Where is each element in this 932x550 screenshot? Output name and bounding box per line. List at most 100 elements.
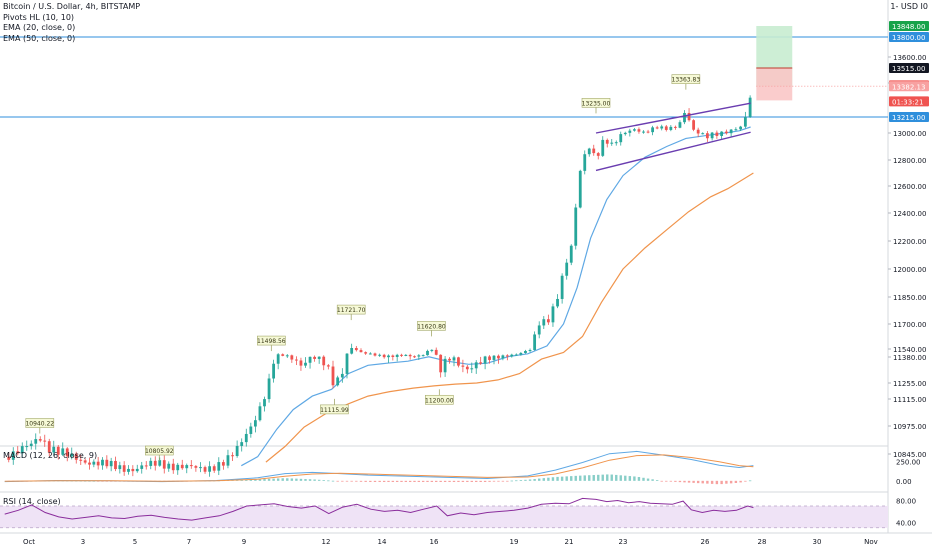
candle-body — [364, 352, 368, 354]
candle-body — [290, 355, 294, 360]
macd-histogram-bar — [570, 476, 573, 481]
macd-histogram-bar — [538, 478, 541, 481]
candle-body — [546, 319, 550, 323]
candle-body — [678, 122, 682, 128]
candle-body — [208, 466, 212, 472]
macd-histogram-bar — [295, 478, 298, 481]
candle-body — [144, 465, 148, 467]
candle-body — [479, 362, 483, 364]
candle-body — [373, 353, 377, 356]
candle-body — [359, 350, 363, 353]
candle-body — [368, 353, 372, 355]
macd-histogram-bar — [308, 479, 312, 481]
price-tick-label: 12200.00 — [893, 238, 926, 246]
macd-histogram-bar — [655, 480, 659, 481]
macd-histogram-bar — [696, 480, 700, 484]
candle-body — [52, 446, 56, 453]
macd-histogram-bar — [565, 476, 568, 481]
candle-body — [660, 126, 664, 129]
macd-histogram-bar — [350, 480, 353, 482]
macd-histogram-bar — [286, 478, 289, 481]
candle-body — [510, 354, 514, 357]
macd-histogram-bar — [628, 476, 632, 481]
macd-histogram-bar — [560, 476, 564, 481]
candle-body — [417, 355, 421, 357]
macd-histogram-bar — [528, 479, 532, 481]
macd-histogram-bar — [729, 480, 733, 484]
chart-title: Bitcoin / U.S. Dollar, 4h, BITSTAMP — [3, 2, 141, 11]
macd-histogram-bar — [601, 474, 604, 481]
candle-body — [140, 465, 144, 469]
macd-histogram-bar — [646, 478, 650, 481]
price-axis: 13600.0013400.0013000.0012800.0012600.00… — [888, 21, 929, 459]
candle-body — [387, 355, 390, 358]
candle-body — [34, 439, 38, 444]
candle-body — [70, 453, 74, 457]
candle-body — [308, 356, 312, 363]
candle-body — [497, 355, 500, 359]
candle-body — [56, 446, 60, 455]
macd-histogram-bar — [706, 480, 709, 484]
candle-body — [683, 112, 686, 123]
price-marker — [889, 32, 929, 42]
candle-body — [162, 460, 166, 469]
pivot-label: 13363.83 — [672, 77, 701, 84]
macd-histogram-bar — [579, 475, 582, 481]
macd-histogram-bar — [461, 480, 465, 482]
main-legend: Bitcoin / U.S. Dollar, 4h, BITSTAMP Pivo… — [3, 2, 140, 44]
candle-body — [285, 355, 289, 357]
candle-body — [687, 112, 691, 121]
pivot-box — [320, 404, 349, 415]
macd-histogram-bar — [430, 480, 434, 482]
time-tick-label: 19 — [510, 538, 519, 546]
pivot-label: 11620.80 — [417, 323, 446, 330]
candle-body — [560, 275, 564, 299]
candle-body — [88, 462, 91, 465]
price-marker-label: 01:33:21 — [892, 98, 923, 106]
candle-body — [149, 460, 153, 466]
candle-body — [171, 463, 175, 471]
time-axis: Oct 3 5 7 9 12 14 16 19 21 23 26 28 30 Nov — [23, 538, 878, 546]
macd-histogram-bar — [606, 474, 609, 481]
macd-title: MACD (12, 26, close, 9) — [3, 451, 98, 460]
candle-body — [326, 365, 330, 367]
candle-body — [7, 456, 11, 460]
price-tick-label: 11540.00 — [893, 346, 926, 354]
price-marker — [889, 63, 929, 73]
candle-body — [29, 443, 33, 447]
candle-body — [235, 445, 239, 457]
price-marker-label: 13515.00 — [892, 65, 925, 73]
pivot-box — [336, 304, 366, 315]
candle-body — [465, 366, 469, 370]
candle-body — [185, 465, 189, 469]
candle-body — [304, 362, 307, 366]
macd-tick-label: 0.00 — [896, 478, 912, 486]
macd-histogram-bar — [725, 480, 728, 484]
position-loss-zone — [756, 68, 793, 101]
candle-body — [470, 368, 474, 370]
candle-body — [382, 354, 386, 358]
candle-body — [272, 363, 276, 379]
ema20-line — [241, 126, 751, 467]
candle-body — [556, 298, 559, 307]
candle-body — [404, 354, 408, 356]
price-tick-label: 13600.00 — [893, 54, 926, 62]
candle-body — [505, 355, 509, 357]
candle-body — [632, 129, 636, 131]
candle-body — [592, 148, 596, 154]
rsi-line — [4, 497, 754, 521]
candle-body — [322, 356, 326, 366]
macd-histogram-bar — [249, 479, 253, 481]
candle-body — [542, 319, 546, 326]
price-marker-label: 13848.00 — [892, 23, 925, 31]
candle-body — [669, 126, 673, 130]
candle-body — [569, 245, 573, 263]
candle-body — [217, 462, 221, 471]
pivot-label: 11721.70 — [337, 307, 366, 314]
macd-histogram-bar — [417, 480, 421, 482]
macd-histogram-bar — [687, 480, 691, 483]
candle-body — [276, 354, 280, 364]
candle-body — [696, 129, 700, 134]
candle-body — [340, 373, 344, 378]
